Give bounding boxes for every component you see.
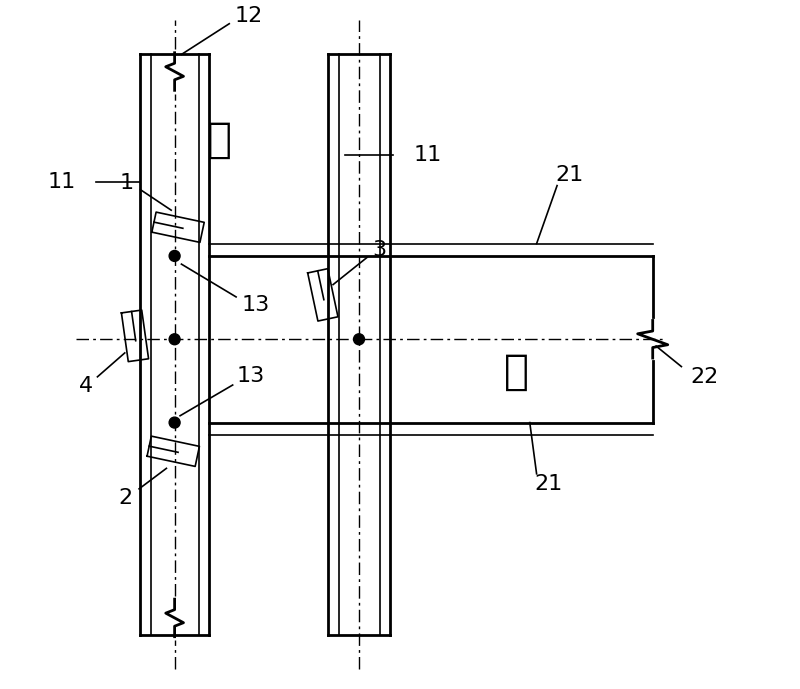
Text: 梁: 梁 bbox=[504, 351, 529, 393]
Text: 1: 1 bbox=[120, 173, 134, 193]
Text: 13: 13 bbox=[237, 366, 266, 386]
Circle shape bbox=[169, 251, 180, 261]
Text: 11: 11 bbox=[414, 145, 442, 165]
Circle shape bbox=[169, 333, 180, 344]
Text: 柱: 柱 bbox=[206, 119, 231, 161]
Text: 2: 2 bbox=[118, 488, 133, 508]
Text: 13: 13 bbox=[241, 295, 270, 315]
Text: 11: 11 bbox=[47, 172, 75, 192]
Text: 3: 3 bbox=[372, 240, 386, 260]
Text: 4: 4 bbox=[78, 376, 93, 395]
Text: 21: 21 bbox=[534, 474, 563, 494]
Circle shape bbox=[354, 333, 365, 344]
Circle shape bbox=[169, 417, 180, 428]
Text: 22: 22 bbox=[690, 367, 718, 387]
Text: 12: 12 bbox=[234, 6, 262, 25]
Text: 21: 21 bbox=[555, 165, 583, 185]
